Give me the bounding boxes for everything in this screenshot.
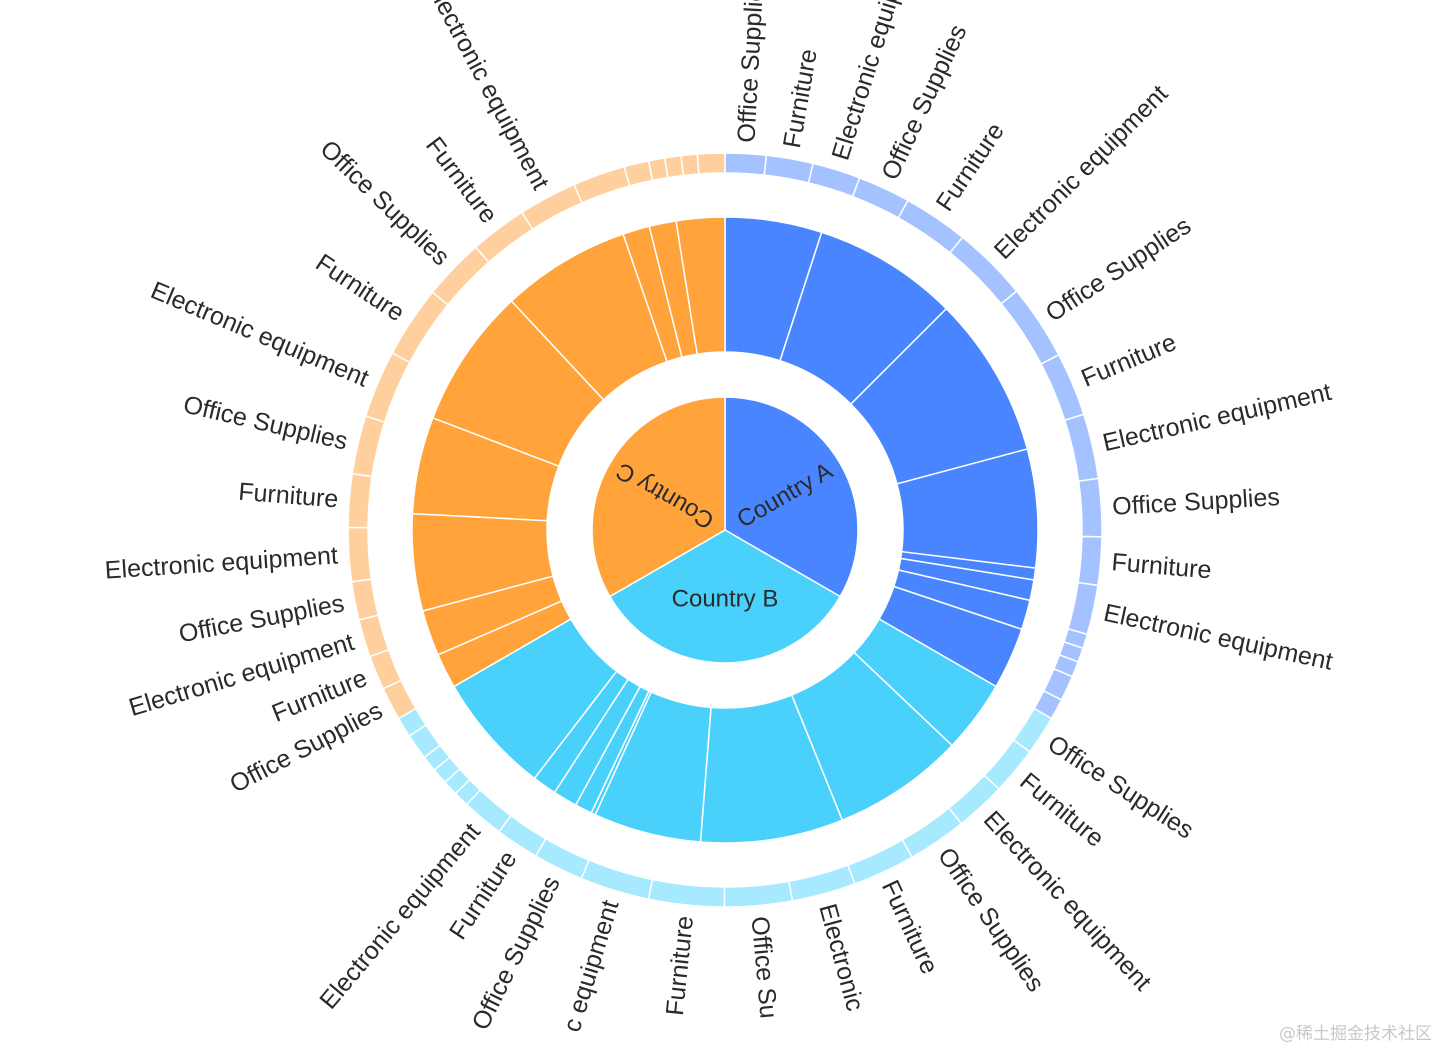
mid-segment[interactable] bbox=[675, 216, 726, 356]
leaf-segment[interactable] bbox=[357, 614, 390, 658]
leaf-label: Office Supplies bbox=[181, 390, 351, 455]
leaf-label: Electronic bbox=[813, 901, 869, 1014]
leaf-label: Furniture bbox=[237, 478, 339, 514]
watermark: @稀土掘金技术社区 bbox=[1279, 1024, 1432, 1044]
leaf-segment[interactable] bbox=[347, 526, 373, 583]
leaf-segment[interactable] bbox=[680, 153, 700, 177]
leaf-label: c equipment bbox=[558, 897, 625, 1035]
leaf-label: Office Supplies bbox=[1041, 212, 1196, 328]
leaf-segment[interactable] bbox=[368, 648, 403, 690]
leaf-segment[interactable] bbox=[1040, 353, 1085, 422]
leaf-label: Furniture bbox=[661, 915, 699, 1017]
leaf-segment[interactable] bbox=[623, 159, 654, 187]
leaf-label: Furniture bbox=[931, 118, 1010, 217]
leaf-ring bbox=[347, 152, 1103, 908]
leaf-segment[interactable] bbox=[807, 162, 861, 198]
leaf-label: Electronic equipment bbox=[147, 276, 373, 392]
leaf-segment[interactable] bbox=[787, 864, 856, 902]
root-segment-country-a[interactable] bbox=[724, 396, 859, 598]
leaf-segment[interactable] bbox=[724, 152, 768, 176]
leaf-segment[interactable] bbox=[663, 154, 685, 179]
leaf-segment[interactable] bbox=[723, 880, 794, 908]
leaf-segment[interactable] bbox=[1067, 581, 1099, 636]
leaf-label: Furniture bbox=[1077, 328, 1180, 393]
leaf-segment[interactable] bbox=[350, 578, 380, 621]
leaf-label: Furniture bbox=[420, 132, 503, 229]
leaf-label: Furniture bbox=[311, 249, 410, 328]
leaf-segment[interactable] bbox=[647, 878, 726, 908]
leaf-segment[interactable] bbox=[1077, 477, 1103, 538]
leaf-segment[interactable] bbox=[763, 154, 815, 184]
leaf-segment[interactable] bbox=[573, 165, 631, 204]
root-segment-country-b[interactable] bbox=[608, 529, 842, 664]
leaf-label: Office Su bbox=[746, 915, 783, 1019]
leaf-segment[interactable] bbox=[1063, 413, 1100, 483]
leaf-segment[interactable] bbox=[580, 859, 654, 901]
leaf-segment[interactable] bbox=[696, 152, 726, 175]
leaf-label: Furniture bbox=[876, 876, 944, 979]
root-label: Country B bbox=[672, 586, 779, 613]
leaf-segment[interactable] bbox=[364, 351, 411, 423]
root-ring bbox=[591, 396, 859, 664]
leaf-label: Office Supplies bbox=[1111, 483, 1280, 521]
leaf-label: Furniture bbox=[1111, 548, 1213, 584]
leaf-label: Furniture bbox=[778, 47, 823, 150]
leaf-segment[interactable] bbox=[1077, 535, 1103, 587]
leaf-segment[interactable] bbox=[351, 415, 386, 478]
leaf-label: Electronic equipment bbox=[978, 806, 1157, 997]
leaf-label: Electronic equipment bbox=[1101, 599, 1335, 676]
leaf-segment[interactable] bbox=[347, 472, 373, 529]
root-segment-country-c[interactable] bbox=[591, 396, 726, 598]
leaf-label: Electronic equipment bbox=[1100, 378, 1334, 457]
leaf-label: Office Supplies bbox=[732, 0, 769, 143]
leaf-segment[interactable] bbox=[534, 837, 590, 880]
mid-ring bbox=[411, 216, 1039, 844]
leaf-label: Electronic equipment bbox=[104, 541, 339, 584]
